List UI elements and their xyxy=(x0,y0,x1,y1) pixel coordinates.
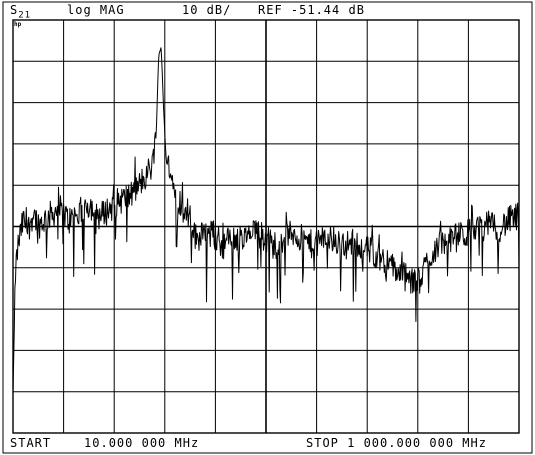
trace-label: S21 xyxy=(10,3,32,21)
start-frequency: START 10.000 000 MHz xyxy=(10,436,200,450)
format-label: log MAG xyxy=(67,3,125,17)
trace-group xyxy=(12,47,520,395)
trace-s21 xyxy=(12,47,520,395)
scale-label: 10 dB/ xyxy=(182,3,232,17)
stop-frequency: STOP 1 000.000 000 MHz xyxy=(306,436,487,450)
hp-logo: hp xyxy=(14,21,22,28)
reference-label: REF -51.44 dB xyxy=(258,3,365,17)
